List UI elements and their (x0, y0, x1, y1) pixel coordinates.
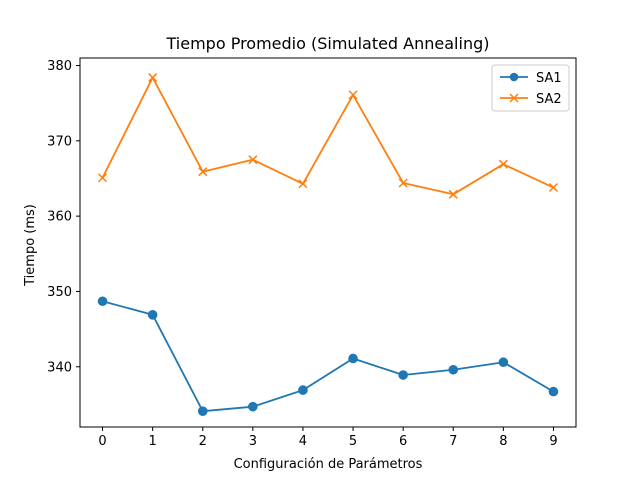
data-point-sa2 (148, 73, 158, 83)
y-tick-label: 360 (47, 210, 72, 225)
data-point-sa1 (498, 357, 509, 368)
x-tick-label: 0 (98, 434, 106, 449)
data-point-sa1 (348, 353, 358, 364)
legend-marker-sa1 (509, 72, 519, 82)
data-point-sa2 (498, 159, 508, 169)
data-point-sa2 (248, 155, 258, 165)
data-point-sa1 (548, 386, 559, 397)
y-tick-label: 380 (47, 59, 72, 74)
legend-label-sa2: SA2 (536, 92, 562, 107)
data-point-sa1 (298, 385, 308, 395)
x-tick-label: 5 (349, 434, 357, 449)
y-tick-label: 350 (47, 285, 72, 300)
series-line-sa2 (101, 76, 554, 196)
legend-marker-sa2 (509, 93, 519, 103)
data-point-sa2 (98, 173, 108, 183)
data-point-sa1 (97, 296, 108, 307)
data-point-sa2 (198, 167, 208, 177)
x-tick-label: 7 (449, 434, 457, 449)
data-point-sa1 (197, 406, 208, 416)
x-axis-label: Configuración de Parámetros (234, 457, 423, 472)
data-point-sa1 (398, 370, 408, 380)
y-axis-label: Tiempo (ms) (23, 204, 38, 287)
data-point-sa2 (548, 182, 558, 193)
x-tick-label: 2 (199, 434, 207, 449)
x-tick-label: 1 (149, 434, 157, 449)
x-tick-label: 6 (399, 434, 407, 449)
data-point-sa1 (147, 309, 158, 320)
x-tick-label: 4 (299, 434, 307, 449)
data-point-sa1 (248, 401, 258, 412)
data-point-sa2 (298, 179, 308, 189)
x-tick-label: 8 (499, 434, 507, 449)
data-point-sa2 (398, 178, 408, 188)
y-tick-label: 340 (47, 360, 72, 375)
data-point-sa1 (448, 364, 459, 375)
x-tick-label: 9 (549, 434, 557, 449)
legend-label-sa1: SA1 (536, 71, 562, 86)
series-line-sa1 (102, 300, 554, 413)
plot-frame (79, 57, 577, 428)
y-tick-label: 370 (47, 134, 72, 149)
data-point-sa2 (448, 189, 458, 199)
data-point-sa2 (348, 90, 358, 100)
plot-area: 0 1 2 3 4 5 6 7 8 9 340 350 360 370 380 (47, 57, 577, 449)
chart-title: Tiempo Promedio (Simulated Annealing) (166, 34, 490, 53)
x-tick-label: 3 (249, 434, 257, 449)
